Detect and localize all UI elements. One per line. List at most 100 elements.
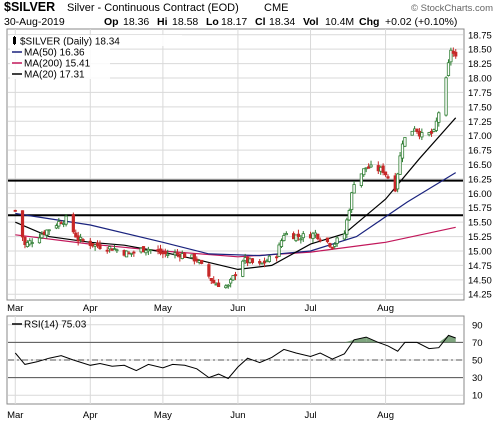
price-y-tick: 16.75	[468, 146, 492, 157]
x-tick-label: Aug	[377, 303, 394, 314]
price-y-tick-labels: 14.25 14.50 14.75 15.00 15.25 15.50 15.75 16.00…	[468, 30, 492, 300]
x-tick-label: Jul	[304, 410, 316, 421]
ma50-line	[15, 172, 457, 257]
description-text: Silver - Continuous Contract (EOD)	[67, 2, 239, 14]
price-y-tick: 16.50	[468, 160, 492, 171]
x-tick-label: Mar	[7, 410, 23, 421]
price-y-tick: 14.50	[468, 275, 492, 286]
candle-body	[200, 259, 204, 264]
price-y-tick: 18.75	[468, 30, 492, 41]
candle-body	[403, 137, 407, 147]
rsi-y-tick: 70	[472, 338, 483, 349]
candle-body	[163, 251, 167, 254]
x-tick-label: Jul	[304, 303, 316, 314]
candle-body	[144, 249, 148, 254]
candle-body	[207, 264, 211, 277]
candle-body	[129, 252, 134, 255]
candle-body	[301, 233, 305, 239]
rsi-overbought-area	[438, 335, 449, 343]
price-panel: 14.25 14.50 14.75 15.00 15.25 15.50 15.75 16.00…	[6, 28, 492, 301]
legend-price-label: $SILVER (Daily) 18.34	[20, 37, 120, 48]
candle-body	[132, 251, 136, 254]
candle-body	[233, 274, 238, 277]
candle-body	[149, 249, 153, 251]
candle-body	[37, 237, 42, 244]
candle-body	[311, 232, 315, 239]
candle-body	[267, 255, 271, 262]
x-tick-label: Mar	[7, 303, 23, 314]
x-tick-label: Apr	[83, 303, 98, 314]
candle-body	[296, 233, 301, 238]
candle-body	[367, 166, 371, 169]
candle-body	[342, 233, 347, 240]
candle-body	[359, 173, 363, 186]
price-y-tick: 18.25	[468, 59, 492, 70]
candle-body	[383, 171, 388, 176]
x-tick-label: Aug	[377, 410, 394, 421]
candle-body	[64, 215, 68, 225]
candle-body	[212, 279, 216, 284]
price-y-tick: 16.00	[468, 189, 492, 200]
candle-body	[30, 242, 34, 244]
candle-body	[45, 229, 49, 236]
chg-value: +0.02 (+0.10%)	[385, 16, 457, 28]
candle-body	[231, 275, 235, 281]
candle-body	[175, 252, 180, 255]
candle-body	[224, 285, 228, 289]
rsi-overbought-area	[448, 335, 456, 343]
legend-ma20-label: MA(20) 17.31	[24, 70, 85, 81]
rsi-legend: RSI(14) 75.03	[12, 320, 87, 331]
candle-body	[209, 277, 213, 281]
candle-body	[444, 77, 448, 116]
rsi-y-tick: 10	[472, 391, 483, 402]
chg-label: Chg	[359, 16, 379, 28]
candle-body	[352, 184, 356, 194]
candle-body	[192, 253, 196, 262]
candle-body	[79, 236, 83, 240]
candle-body	[386, 176, 390, 179]
low-label: Lo	[206, 16, 219, 28]
price-y-tick: 15.50	[468, 218, 492, 229]
candle-body	[420, 132, 424, 138]
candle-body	[229, 279, 233, 284]
candle-body	[250, 258, 255, 263]
price-y-tick: 15.00	[468, 246, 492, 257]
candle-body	[398, 155, 402, 175]
candle-body	[241, 260, 245, 277]
candle-body	[362, 168, 366, 176]
candle-body	[429, 130, 434, 134]
candle-body	[216, 282, 221, 288]
candle-body	[195, 258, 199, 262]
candle-body	[299, 238, 303, 241]
rsi-y-tick-labels: 10 30 50 70 90	[472, 320, 483, 401]
candle-body	[141, 246, 146, 253]
candle-body	[437, 112, 441, 123]
price-candles	[13, 47, 458, 289]
price-y-tick: 17.75	[468, 88, 492, 99]
candle-body	[226, 284, 230, 287]
candle-body	[316, 233, 320, 240]
candle-body	[166, 253, 170, 256]
close-value: 18.34	[269, 16, 295, 28]
rsi-overbought-area	[344, 339, 355, 343]
price-x-tick-labels: Mar Apr May Jun Jul Aug	[7, 303, 394, 314]
vol-value: 10.4M	[325, 16, 354, 28]
x-tick-label: May	[154, 303, 172, 314]
price-y-tick: 14.75	[468, 261, 492, 272]
price-y-tick: 15.25	[468, 232, 492, 243]
candle-body	[81, 239, 85, 242]
rsi-line-group	[14, 334, 456, 380]
rsi-y-tick: 50	[472, 356, 483, 367]
candle-body	[284, 233, 288, 236]
candle-body	[115, 249, 119, 252]
candle-body	[325, 237, 330, 243]
candle-body	[345, 219, 349, 235]
candle-body	[23, 236, 27, 246]
x-tick-label: Jun	[230, 303, 245, 314]
open-value: 18.36	[123, 16, 149, 28]
legend-ma200-label: MA(200) 15.41	[24, 59, 91, 70]
candle-body	[347, 210, 351, 221]
candle-body	[13, 209, 17, 212]
